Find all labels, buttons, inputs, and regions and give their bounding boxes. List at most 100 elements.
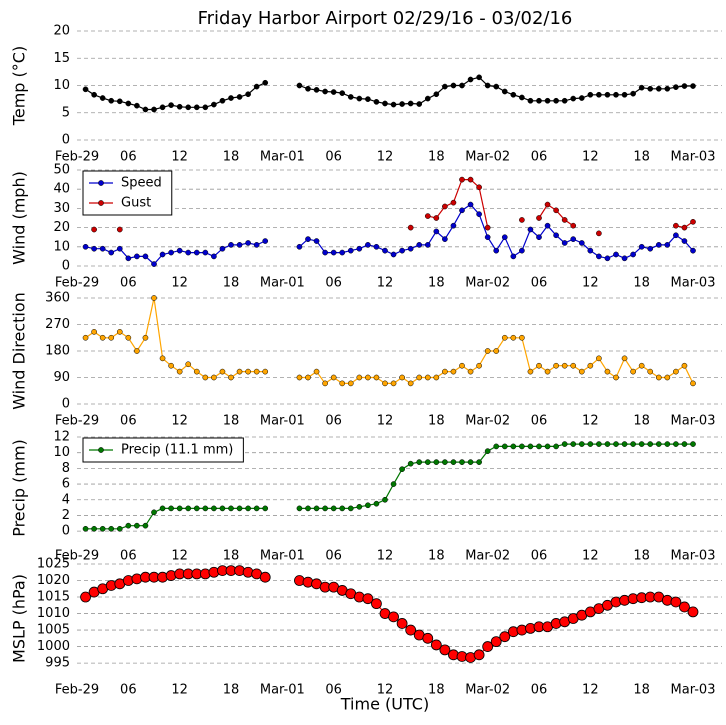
- data-point: [467, 176, 474, 183]
- x-tick-label: 18: [223, 276, 240, 291]
- data-point: [690, 441, 696, 447]
- data-point: [116, 329, 123, 335]
- data-point: [82, 243, 89, 250]
- x-tick-label: 06: [531, 414, 548, 429]
- data-point: [347, 505, 354, 512]
- data-point: [407, 245, 414, 252]
- data-point: [613, 441, 619, 447]
- data-point: [185, 249, 192, 256]
- data-point: [424, 242, 431, 248]
- data-point: [159, 251, 166, 258]
- data-point: [467, 368, 474, 375]
- y-tick-label: 1005: [37, 623, 70, 638]
- x-tick-label: 18: [633, 276, 650, 291]
- data-point: [134, 348, 140, 354]
- data-point: [219, 245, 226, 252]
- data-point: [655, 85, 662, 92]
- data-point: [168, 249, 174, 256]
- data-point: [365, 242, 371, 248]
- data-point: [570, 95, 577, 102]
- data-point: [613, 251, 619, 258]
- data-point: [578, 240, 585, 246]
- data-point: [673, 368, 679, 375]
- data-point: [305, 505, 311, 512]
- y-tick-label: 1010: [37, 606, 70, 621]
- data-point: [510, 91, 517, 98]
- data-point: [561, 97, 568, 104]
- data-point: [424, 95, 431, 102]
- x-tick-label: 06: [325, 549, 342, 564]
- data-point: [467, 76, 474, 83]
- data-point: [185, 505, 192, 512]
- data-point: [373, 99, 380, 105]
- data-point: [561, 441, 568, 447]
- data-point: [655, 441, 662, 447]
- data-point: [202, 505, 209, 512]
- data-point: [681, 224, 688, 231]
- data-point: [679, 601, 690, 613]
- data-point: [82, 334, 89, 341]
- data-point: [578, 95, 585, 101]
- data-point: [407, 100, 414, 107]
- data-point: [365, 374, 371, 381]
- data-point: [134, 253, 140, 260]
- data-point: [647, 441, 654, 447]
- data-point: [108, 249, 115, 256]
- y-axis-label: MSLP (hPa): [10, 574, 29, 663]
- x-tick-label: 12: [582, 150, 599, 165]
- x-tick-label: Mar-03: [671, 683, 716, 698]
- data-point: [176, 247, 183, 254]
- data-point: [390, 251, 397, 258]
- data-point: [467, 459, 474, 465]
- series-line: [427, 179, 694, 229]
- data-point: [416, 101, 423, 107]
- data-point: [168, 102, 174, 108]
- data-point: [527, 97, 534, 104]
- data-point: [193, 368, 200, 375]
- data-point: [430, 639, 442, 651]
- data-point: [519, 217, 525, 223]
- data-point: [99, 525, 106, 532]
- y-axis-label: Wind (mph): [10, 171, 29, 265]
- data-point: [322, 249, 328, 256]
- data-point: [211, 374, 217, 381]
- x-tick-label: 12: [171, 549, 188, 564]
- data-point: [681, 362, 688, 369]
- data-point: [613, 374, 619, 381]
- data-point: [467, 201, 474, 208]
- data-point: [151, 509, 157, 516]
- x-tick-label: 06: [120, 683, 137, 698]
- data-point: [322, 380, 328, 387]
- data-point: [484, 82, 491, 89]
- data-point: [570, 441, 577, 447]
- data-point: [168, 505, 174, 512]
- data-point: [356, 95, 363, 102]
- data-point: [365, 96, 371, 102]
- data-point: [142, 334, 149, 341]
- data-point: [390, 380, 397, 387]
- data-point: [262, 79, 269, 86]
- x-tick-label: 06: [531, 549, 548, 564]
- data-point: [673, 222, 679, 229]
- data-point: [202, 249, 209, 256]
- legend-marker: [98, 180, 104, 186]
- y-tick-label: 2: [62, 508, 70, 523]
- y-tick-label: 15: [53, 51, 70, 66]
- x-tick-label: 06: [120, 150, 137, 165]
- data-point: [621, 91, 628, 98]
- data-point: [450, 368, 457, 375]
- data-point: [450, 222, 457, 229]
- data-point: [322, 88, 328, 95]
- data-point: [339, 505, 346, 512]
- data-point: [621, 255, 628, 262]
- data-point: [673, 232, 679, 239]
- data-point: [604, 255, 611, 262]
- y-tick-label: 50: [53, 163, 70, 178]
- data-point: [501, 234, 508, 241]
- data-point: [570, 222, 577, 229]
- data-point: [519, 334, 525, 341]
- data-point: [681, 441, 688, 447]
- y-tick-label: 10: [53, 78, 70, 93]
- data-point: [373, 243, 380, 250]
- data-point: [424, 213, 431, 219]
